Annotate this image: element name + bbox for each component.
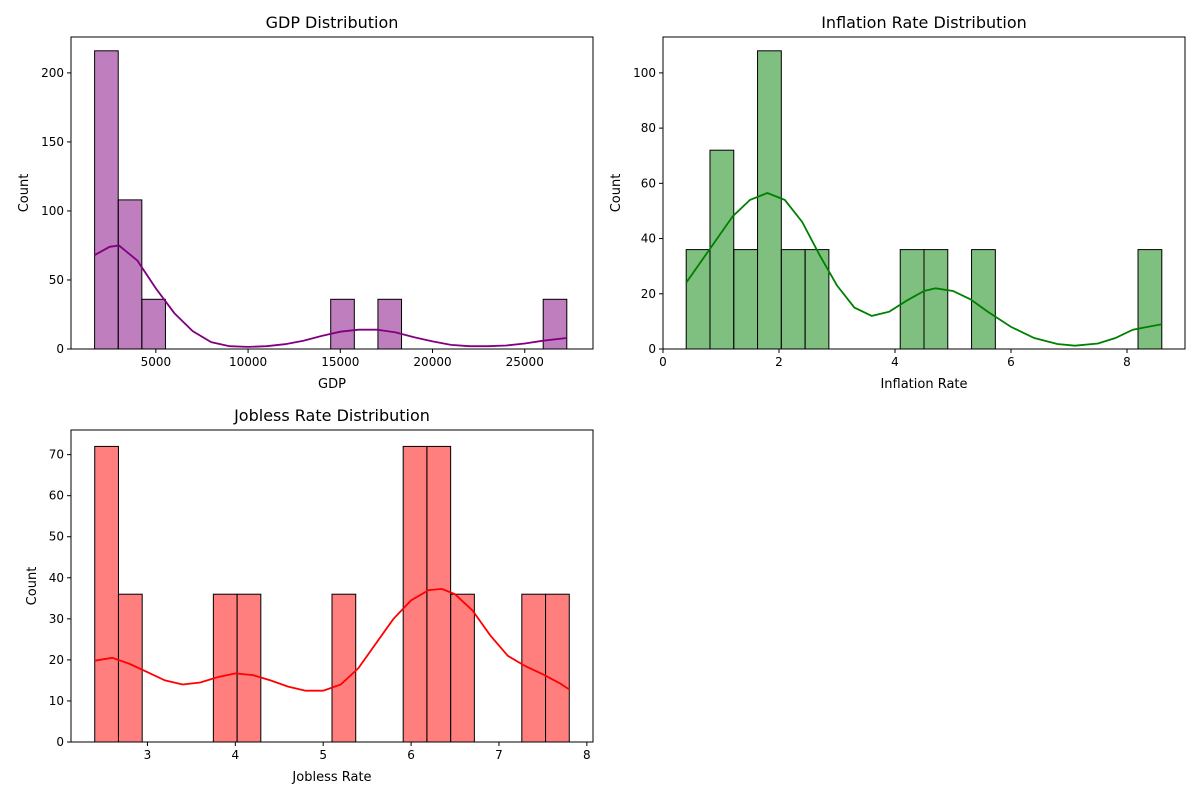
histogram-bar	[331, 593, 357, 743]
y-axis-label: Count	[25, 567, 40, 606]
y-tick-label: 60	[49, 489, 64, 503]
chart-title: GDP Distribution	[266, 13, 399, 32]
histogram-bar	[899, 249, 925, 350]
x-tick-label: 2	[775, 355, 783, 369]
x-tick-label: 20000	[413, 355, 451, 369]
plot-frame	[70, 429, 594, 743]
x-axis-label: Jobless Rate	[291, 770, 371, 785]
chart-title: Jobless Rate Distribution	[233, 406, 430, 425]
histogram-bar	[521, 593, 547, 743]
kde-line	[94, 244, 567, 348]
histogram-bar	[450, 593, 475, 743]
histogram-bar	[545, 593, 570, 743]
x-tick-label: 3	[144, 748, 152, 762]
y-tick-label: 0	[56, 735, 64, 749]
plot-frame	[662, 36, 1186, 350]
y-tick-label: 150	[41, 135, 64, 149]
x-tick-label: 5	[319, 748, 327, 762]
histogram-bar	[709, 149, 735, 350]
y-tick-label: 30	[49, 612, 64, 626]
histogram-bar	[94, 50, 119, 350]
x-tick-label: 4	[232, 748, 240, 762]
histogram-bar	[117, 199, 143, 350]
x-tick-label: 6	[407, 748, 415, 762]
y-tick-label: 10	[49, 694, 64, 708]
histogram-bar	[236, 593, 262, 743]
y-tick-label: 100	[633, 66, 656, 80]
histogram-bar	[426, 445, 452, 743]
histogram-bar	[377, 298, 403, 350]
x-tick-label: 4	[891, 355, 899, 369]
x-tick-label: 8	[583, 748, 591, 762]
chart-title: Inflation Rate Distribution	[821, 13, 1027, 32]
kde-line	[94, 587, 570, 692]
histogram-bar	[757, 50, 782, 350]
x-tick-label: 25000	[506, 355, 544, 369]
plot-frame	[70, 36, 594, 350]
y-tick-label: 40	[49, 571, 64, 585]
y-tick-label: 0	[648, 342, 656, 356]
x-axis-label: GDP	[318, 377, 346, 392]
y-tick-label: 70	[49, 448, 64, 462]
x-tick-label: 6	[1007, 355, 1015, 369]
y-tick-label: 60	[641, 176, 656, 190]
jobless-rate-distribution-chart: 3 4 5 6 7 8 0 10 20 30 40 50 60 70 Jobless Rate Distri…	[25, 406, 594, 785]
y-tick-label: 40	[641, 232, 656, 246]
x-tick-label: 0	[659, 355, 667, 369]
histogram-bar	[971, 249, 996, 350]
histogram-bar	[542, 298, 568, 350]
x-tick-label: 8	[1123, 355, 1131, 369]
y-tick-label: 0	[56, 342, 64, 356]
gdp-distribution-chart: 5000 10000 15000 20000 25000 0 50 100 150 200 GDP …	[17, 13, 594, 392]
y-tick-label: 80	[641, 121, 656, 135]
y-tick-label: 50	[49, 273, 64, 287]
x-tick-label: 15000	[321, 355, 359, 369]
histogram-bar	[212, 593, 238, 743]
y-axis-label: Count	[609, 174, 624, 213]
histogram-bar	[94, 445, 119, 743]
histogram-bar	[1137, 249, 1163, 350]
x-tick-label: 5000	[141, 355, 172, 369]
x-tick-label: 10000	[229, 355, 267, 369]
histogram-bar	[733, 249, 759, 350]
kde-line	[685, 192, 1162, 347]
histogram-bar	[780, 249, 806, 350]
y-tick-label: 50	[49, 530, 64, 544]
y-tick-label: 200	[41, 66, 64, 80]
x-axis-label: Inflation Rate	[880, 377, 967, 392]
y-axis-label: Count	[17, 174, 32, 213]
x-tick-label: 7	[495, 748, 503, 762]
y-tick-label: 20	[641, 287, 656, 301]
histogram-bar	[923, 249, 949, 350]
histogram-bar	[330, 298, 355, 350]
histogram-bar	[141, 298, 166, 350]
y-tick-label: 100	[41, 204, 64, 218]
y-tick-label: 20	[49, 653, 64, 667]
